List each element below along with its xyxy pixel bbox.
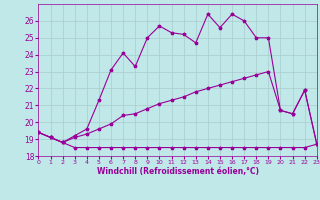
X-axis label: Windchill (Refroidissement éolien,°C): Windchill (Refroidissement éolien,°C) <box>97 167 259 176</box>
